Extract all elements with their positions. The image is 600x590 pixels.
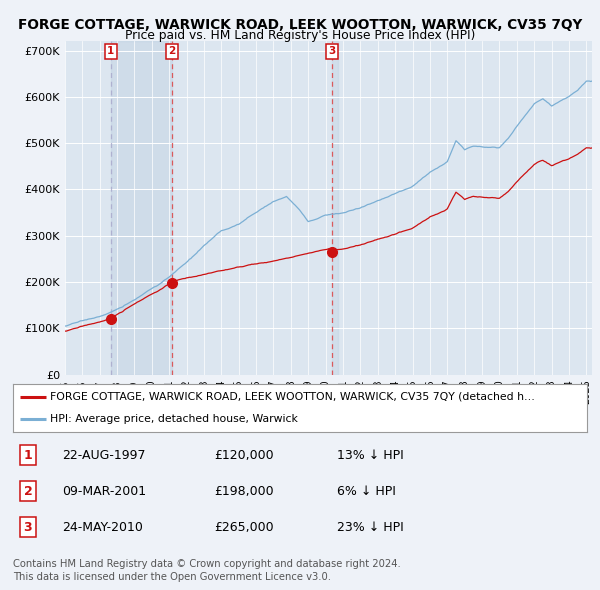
- Text: This data is licensed under the Open Government Licence v3.0.: This data is licensed under the Open Gov…: [13, 572, 331, 582]
- Bar: [332, 41, 338, 375]
- Text: FORGE COTTAGE, WARWICK ROAD, LEEK WOOTTON, WARWICK, CV35 7QY: FORGE COTTAGE, WARWICK ROAD, LEEK WOOTTO…: [18, 18, 582, 32]
- Text: 1: 1: [107, 46, 115, 56]
- Text: 09-MAR-2001: 09-MAR-2001: [62, 484, 146, 498]
- Text: 24-MAY-2010: 24-MAY-2010: [62, 521, 143, 534]
- Text: £120,000: £120,000: [214, 448, 274, 461]
- Text: HPI: Average price, detached house, Warwick: HPI: Average price, detached house, Warw…: [50, 414, 298, 424]
- Text: 1: 1: [23, 448, 32, 461]
- Text: 13% ↓ HPI: 13% ↓ HPI: [337, 448, 404, 461]
- Text: £265,000: £265,000: [214, 521, 274, 534]
- Text: 2: 2: [23, 484, 32, 498]
- Bar: [110, 41, 172, 375]
- Text: 6% ↓ HPI: 6% ↓ HPI: [337, 484, 396, 498]
- Text: Price paid vs. HM Land Registry's House Price Index (HPI): Price paid vs. HM Land Registry's House …: [125, 30, 475, 42]
- Text: 2: 2: [169, 46, 176, 56]
- Text: Contains HM Land Registry data © Crown copyright and database right 2024.: Contains HM Land Registry data © Crown c…: [13, 559, 401, 569]
- Text: 23% ↓ HPI: 23% ↓ HPI: [337, 521, 404, 534]
- Text: £198,000: £198,000: [214, 484, 274, 498]
- Text: FORGE COTTAGE, WARWICK ROAD, LEEK WOOTTON, WARWICK, CV35 7QY (detached h…: FORGE COTTAGE, WARWICK ROAD, LEEK WOOTTO…: [50, 392, 535, 402]
- Text: 22-AUG-1997: 22-AUG-1997: [62, 448, 145, 461]
- Text: 3: 3: [23, 521, 32, 534]
- Text: 3: 3: [329, 46, 336, 56]
